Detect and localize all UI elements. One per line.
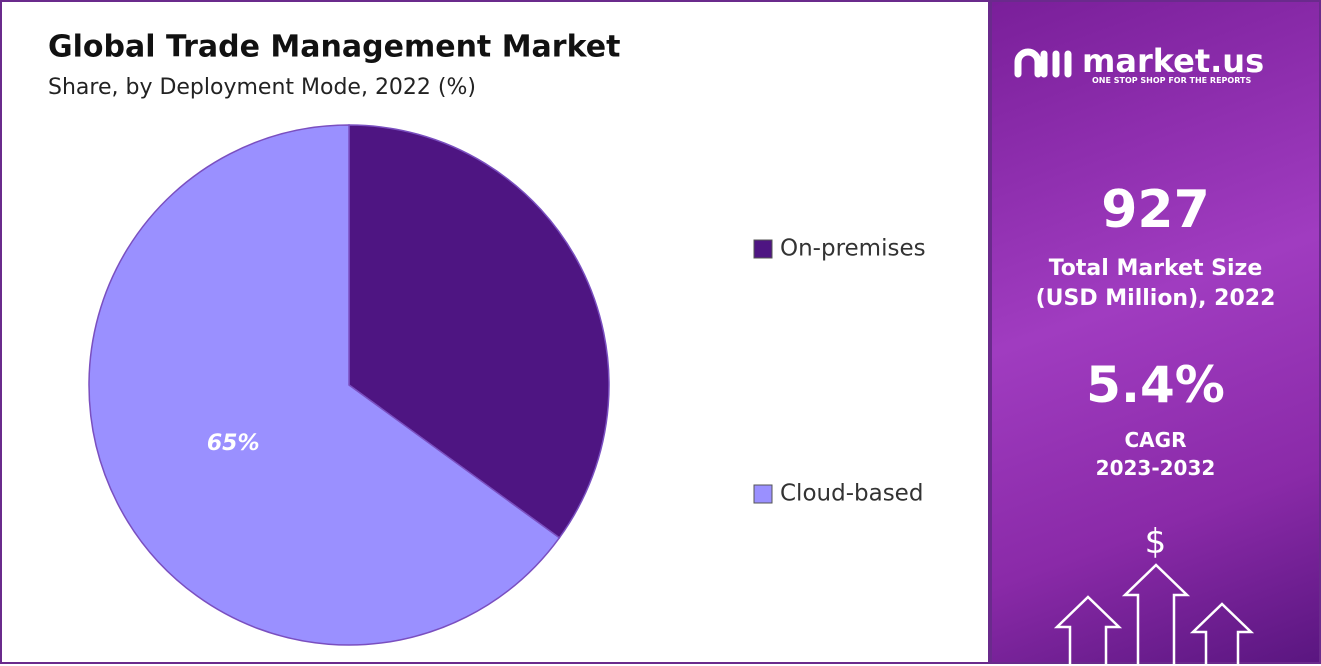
- dollar-icon: $: [1144, 522, 1167, 562]
- market-size-label: Total Market Size: [1048, 256, 1263, 281]
- legend-label: Cloud-based: [780, 481, 923, 507]
- logo: market.us: [1082, 42, 1265, 80]
- pie-slice: [88, 124, 561, 646]
- data-label: 65%: [207, 431, 260, 456]
- market-size-label: (USD Million), 2022: [1035, 286, 1276, 311]
- legend-swatch: [753, 484, 773, 504]
- logo-icon: [1014, 48, 1072, 78]
- market-size: 927: [1101, 180, 1210, 240]
- legend-label: On-premises: [780, 236, 926, 262]
- chart-panel: Global Trade Management Market Share, by…: [0, 0, 990, 664]
- cagr-label: 2023-2032: [1095, 456, 1216, 480]
- tagline: ONE STOP SHOP FOR THE REPORTS: [1092, 76, 1252, 85]
- sidebar: market.us ONE STOP SHOP FOR THE REPORTS …: [990, 0, 1321, 666]
- chart-subtitle: Share, by Deployment Mode, 2022 (%): [48, 75, 476, 100]
- pie-slice: [348, 124, 610, 539]
- cagr-label: CAGR: [1124, 428, 1187, 452]
- chart: Global Trade Management Market Share, by…: [48, 30, 926, 646]
- cagr: 5.4%: [1086, 356, 1225, 414]
- legend-swatch: [753, 239, 773, 259]
- arrows: [1053, 563, 1255, 666]
- chart-title: Global Trade Management Market: [48, 30, 620, 65]
